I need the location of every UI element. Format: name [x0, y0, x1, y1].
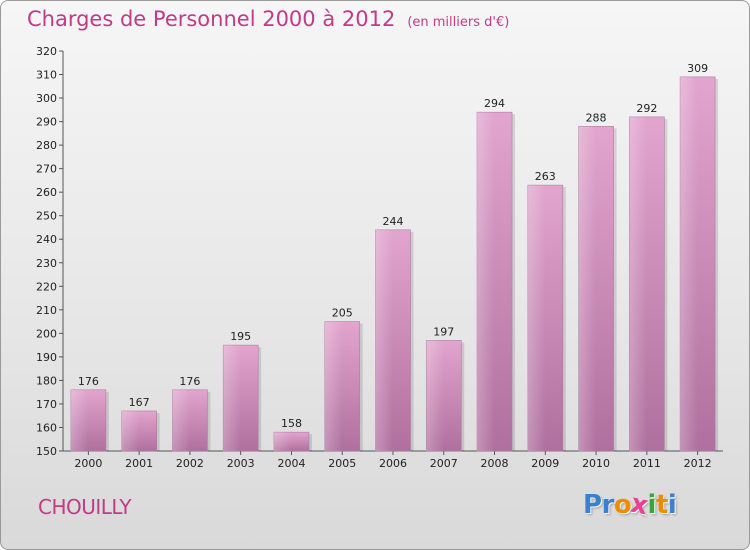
y-tick-label: 320: [36, 45, 57, 58]
value-labels: 176 167 176 195 158 205 244 197 294 263 288 292 309: [78, 62, 708, 430]
value-label: 292: [636, 102, 657, 115]
x-tick-label: 2002: [176, 457, 204, 470]
y-tick-label: 240: [36, 233, 57, 246]
y-tick-label: 220: [36, 280, 57, 293]
bar-highlight: [172, 389, 190, 451]
value-label: 288: [586, 111, 607, 124]
bar-highlight: [273, 432, 292, 451]
commune-name: CHOUILLY: [38, 495, 132, 519]
bar-highlight: [629, 116, 647, 451]
x-tick-label: 2011: [633, 457, 661, 470]
chart-title: Charges de Personnel 2000 à 2012 (en mill…: [27, 7, 509, 31]
x-tick-label: 2005: [328, 457, 356, 470]
y-tick-label: 310: [36, 69, 57, 82]
bar-highlight: [223, 345, 241, 451]
value-label: 176: [179, 375, 200, 388]
bar-highlight: [324, 321, 343, 451]
y-tick-label: 180: [36, 374, 57, 387]
y-tick-label: 200: [36, 327, 57, 340]
bar-highlight: [680, 76, 698, 451]
axes: 150 160 170 180 190 200 210 220 230 240 250 260 270 2…: [36, 45, 723, 470]
bar-highlight: [375, 229, 393, 451]
logo-letter: r: [601, 490, 615, 520]
y-tick-label: 290: [36, 116, 57, 129]
chart-subtitle: (en milliers d'€): [407, 15, 510, 30]
logo-letter: P: [583, 490, 602, 520]
x-tick-label: 2008: [481, 457, 509, 470]
x-tick-label: 2003: [227, 457, 255, 470]
x-tick-label: 2000: [74, 457, 102, 470]
value-label: 263: [535, 170, 556, 183]
x-tick-label: 2009: [531, 457, 559, 470]
value-label: 167: [129, 396, 150, 409]
y-tick-label: 160: [36, 421, 57, 434]
value-label: 309: [687, 62, 708, 75]
y-tick-label: 170: [36, 398, 57, 411]
bar-highlight: [527, 185, 546, 451]
y-tick-label: 230: [36, 257, 57, 270]
y-tick-label: 270: [36, 163, 57, 176]
bar-highlight: [70, 389, 89, 451]
logo-letter: o: [613, 490, 632, 520]
bar-highlight: [121, 411, 140, 451]
x-tick-label: 2010: [582, 457, 610, 470]
y-tick-label: 190: [36, 351, 57, 364]
bar-highlight: [426, 340, 444, 451]
proxiti-logo: Proxiti: [583, 489, 677, 522]
y-tick-label: 300: [36, 92, 57, 105]
bar-highlight: [578, 126, 597, 451]
bar-highlight: [477, 112, 495, 452]
x-tick-label: 2006: [379, 457, 407, 470]
bars: [70, 76, 719, 452]
x-tick-label: 2004: [277, 457, 305, 470]
y-tick-label: 280: [36, 139, 57, 152]
title-text: Charges de Personnel 2000 à 2012: [27, 7, 396, 31]
y-tick-label: 210: [36, 304, 57, 317]
x-tick-label: 2007: [430, 457, 458, 470]
x-tick-label: 2012: [684, 457, 712, 470]
value-label: 294: [484, 97, 505, 110]
value-label: 244: [383, 215, 404, 228]
value-label: 197: [433, 325, 454, 338]
y-tick-label: 260: [36, 186, 57, 199]
y-tick-label: 150: [36, 445, 57, 458]
value-label: 195: [230, 330, 251, 343]
y-tick-label: 250: [36, 210, 57, 223]
value-label: 158: [281, 417, 302, 430]
logo-letter: i: [647, 490, 657, 520]
value-label: 205: [332, 307, 353, 320]
logo-letter: i: [667, 490, 677, 520]
value-label: 176: [78, 375, 99, 388]
x-tick-label: 2001: [125, 457, 153, 470]
logo-letter: t: [655, 490, 668, 520]
